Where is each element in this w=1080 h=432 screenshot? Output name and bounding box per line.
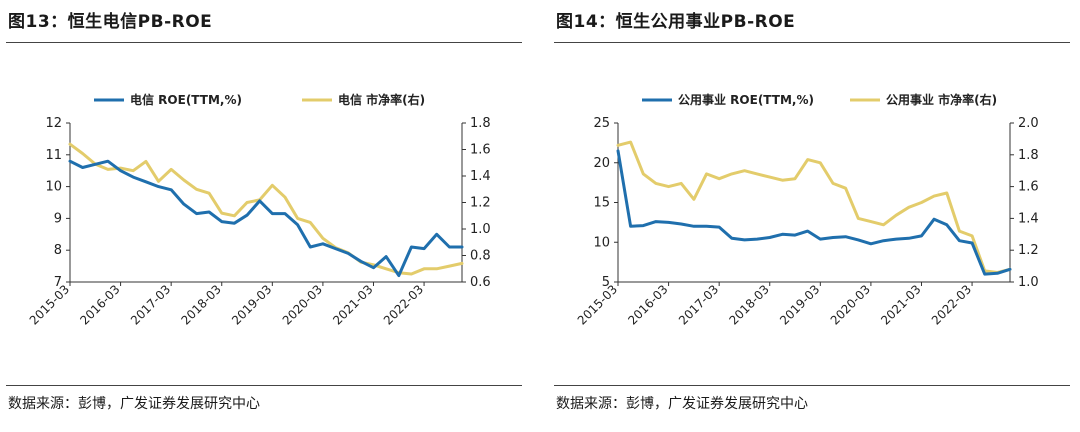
- y-left-tick-label: 10: [45, 180, 62, 195]
- y-right-tick-label: 2.0: [1018, 116, 1039, 131]
- x-tick-label: 2017-03: [128, 282, 173, 327]
- y-right-tick-label: 0.8: [470, 249, 491, 264]
- y-left-tick-label: 5: [602, 275, 610, 290]
- y-left-tick-label: 25: [593, 116, 610, 131]
- y-right-tick-label: 1.6: [470, 143, 491, 158]
- y-right-tick-label: 1.4: [1018, 211, 1039, 226]
- x-tick-label: 2016-03: [625, 282, 670, 327]
- y-left-tick-label: 10: [593, 235, 610, 250]
- y-left-tick-label: 11: [45, 148, 62, 163]
- x-tick-label: 2022-03: [381, 282, 426, 327]
- x-tick-label: 2019-03: [777, 282, 822, 327]
- x-tick-label: 2019-03: [229, 282, 274, 327]
- y-right-tick-label: 1.8: [470, 116, 491, 131]
- x-tick-label: 2021-03: [878, 282, 923, 327]
- x-tick-label: 2018-03: [179, 282, 224, 327]
- x-tick-label: 2016-03: [77, 282, 122, 327]
- y-right-tick-label: 1.2: [470, 196, 491, 211]
- y-right-tick-label: 1.6: [1018, 180, 1039, 195]
- y-left-tick-label: 8: [54, 243, 62, 258]
- y-right-tick-label: 1.2: [1018, 243, 1039, 258]
- legend-roe-label: 电信 ROE(TTM,%): [130, 92, 242, 107]
- y-left-tick-label: 9: [54, 211, 62, 226]
- y-right-tick-label: 1.4: [470, 169, 491, 184]
- x-tick-label: 2015-03: [27, 282, 72, 327]
- figure-title-right: 图14：恒生公用事业PB-ROE: [556, 12, 796, 32]
- y-left-tick-label: 12: [45, 116, 62, 131]
- series-line-pb: [616, 140, 1012, 274]
- y-left-tick-label: 7: [54, 275, 62, 290]
- figure-panel-left: 图13：恒生电信PB-ROE 7 8 9 10 11 12 0.6 0.8 1.0 1.2 1.4 1…: [6, 0, 526, 432]
- x-tick-label: 2020-03: [280, 282, 325, 327]
- y-left-tick-label: 20: [593, 156, 610, 171]
- y-right-tick-label: 1.8: [1018, 148, 1039, 163]
- y-right-tick-label: 1.0: [1018, 275, 1039, 290]
- y-right-tick-label: 1.0: [470, 222, 491, 237]
- x-tick-label: 2022-03: [929, 282, 974, 327]
- source-rule-right: [554, 385, 1070, 386]
- legend-pb-label: 电信 市净率(右): [338, 92, 425, 107]
- source-rule-left: [6, 385, 522, 386]
- x-tick-label: 2017-03: [676, 282, 721, 327]
- x-tick-label: 2021-03: [330, 282, 375, 327]
- chart-utilities: 5 10 15 20 25 1.0 1.2 1.4 1.6 1.8 2.0 2015-03 2016-0…: [575, 92, 1039, 328]
- source-note-left: 数据来源：彭博，广发证券发展研究中心: [8, 396, 260, 412]
- figure-title-left: 图13：恒生电信PB-ROE: [8, 12, 213, 32]
- series-line-roe: [616, 149, 1012, 276]
- title-rule-right: [554, 42, 1070, 43]
- figure-panel-right: 图14：恒生公用事业PB-ROE 5 10 15 20 25 1.0 1.2 1.4 1.6 1.…: [554, 0, 1074, 432]
- title-rule-left: [6, 42, 522, 43]
- x-tick-label: 2015-03: [575, 282, 620, 327]
- series-line-roe: [68, 159, 464, 278]
- legend-roe-label: 公用事业 ROE(TTM,%): [678, 92, 814, 107]
- y-right-tick-label: 0.6: [470, 275, 491, 290]
- x-tick-label: 2018-03: [727, 282, 772, 327]
- legend-pb-label: 公用事业 市净率(右): [886, 92, 997, 107]
- source-note-right: 数据来源：彭博，广发证券发展研究中心: [556, 396, 808, 412]
- y-left-tick-label: 15: [593, 196, 610, 211]
- x-tick-label: 2020-03: [828, 282, 873, 327]
